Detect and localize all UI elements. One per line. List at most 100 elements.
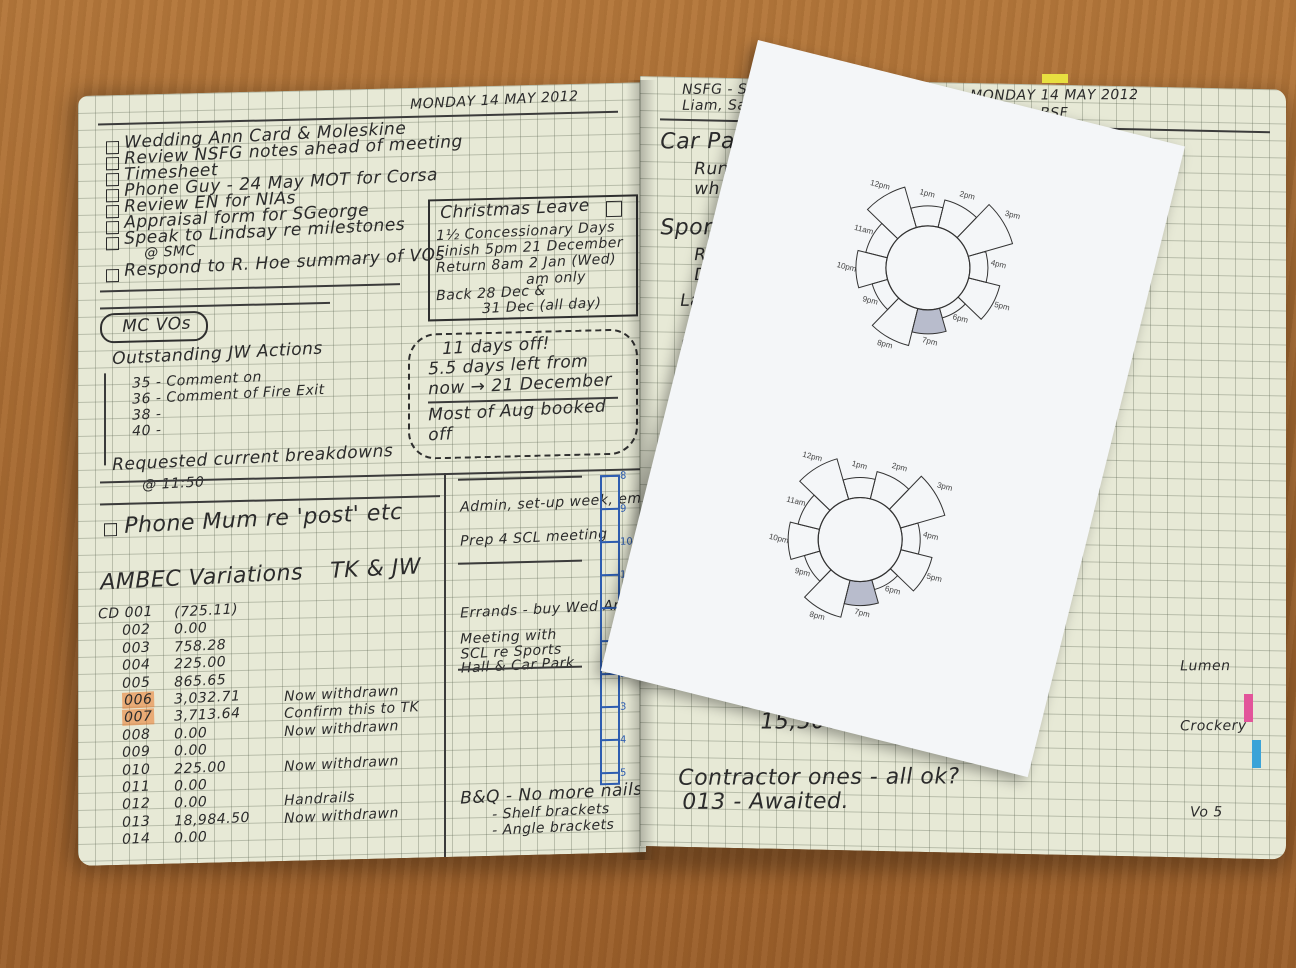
dial-label: 9pm [862, 294, 880, 307]
dial-segment [803, 550, 832, 582]
todo-rule [100, 301, 330, 310]
contractor-note: Contractor ones - all ok? [677, 764, 961, 791]
variation-note: Now withdrawn [283, 717, 400, 740]
dial-segment [842, 477, 876, 500]
awaited-note: 013 - Awaited. [681, 789, 850, 815]
left-date: MONDAY 14 MAY 2012 [409, 88, 579, 113]
sticky-tab-pink [1244, 694, 1253, 722]
page-number: Vo 5 [1189, 804, 1224, 821]
jw-action: 40 - [131, 422, 162, 440]
variation-code: 008 [121, 726, 151, 744]
variation-code: 013 [121, 813, 151, 831]
radial-chart-1: 2pm 3pm 4pm 5pm 6pm 7pm 8pm 9pm 10pm 11am 12pm 1pm [836, 178, 1022, 351]
variation-amount: 0.00 [173, 829, 208, 847]
todo-checkbox [106, 156, 119, 171]
ambec-title: AMBEC Variations [99, 560, 304, 596]
dial-label: 7pm [853, 607, 871, 620]
column-divider [444, 473, 446, 858]
ambec-who: TK & JW [329, 554, 422, 584]
todo-checkbox [106, 236, 119, 251]
variation-code: 014 [121, 830, 151, 849]
dial-label: 1pm [851, 459, 869, 472]
dial-label: 8pm [876, 338, 894, 351]
variation-amount: (725.11) [173, 601, 239, 621]
variation-amount: 225.00 [173, 758, 227, 778]
dial-label: 2pm [891, 461, 909, 474]
variation-code: 003 [121, 639, 151, 657]
variation-amount: 0.00 [173, 724, 208, 743]
schedule-rule [458, 559, 582, 565]
dial-label: 11am [853, 223, 874, 237]
christmas-checkbox [606, 200, 622, 218]
variation-amount: 3,713.64 [173, 705, 241, 726]
dial-segment [937, 199, 978, 239]
dial-label: 5pm [926, 572, 944, 585]
variation-amount: 0.00 [173, 776, 208, 795]
variation-amount: 0.00 [173, 620, 208, 639]
dial-label: 11am [786, 495, 807, 509]
printed-sheet: 2pm 3pm 4pm 5pm 6pm 7pm 8pm 9pm 10pm 11am 12pm 1pm … [600, 40, 1185, 778]
variation-code: 005 [121, 674, 151, 692]
dial-label: 3pm [936, 480, 954, 493]
dial-label: 6pm [952, 312, 970, 325]
bracket-line [104, 373, 106, 466]
left-page: MONDAY 14 MAY 2012 Wedding Ann Card & Mo… [78, 82, 646, 866]
jw-action: 38 - [131, 406, 162, 424]
variation-code: 010 [121, 761, 151, 779]
dial-label: 6pm [884, 584, 902, 597]
phone-checkbox [104, 523, 117, 537]
dial-label: 12pm [869, 178, 891, 192]
variation-amount: 865.65 [173, 671, 227, 691]
dial-label: 10pm [768, 532, 790, 546]
todo-checkbox [106, 188, 119, 203]
dial-segment [869, 471, 910, 511]
dial-label: 10pm [836, 260, 858, 274]
cloud-line: off [427, 424, 453, 446]
dial-label: 2pm [959, 189, 977, 202]
dial-label: 4pm [922, 530, 940, 543]
variation-amount: 0.00 [173, 742, 208, 760]
variation-code: CD 001 [97, 603, 154, 623]
phone-mum: Phone Mum re 'post' etc [123, 499, 403, 539]
dial-label: 7pm [921, 335, 939, 348]
dial-label: 4pm [990, 258, 1008, 271]
side-word: Crockery [1179, 717, 1247, 735]
variation-code: 006 [121, 691, 155, 709]
dial-label: 5pm [993, 300, 1011, 313]
variation-code: 012 [121, 795, 151, 814]
requested-note: Requested current breakdowns [111, 440, 394, 476]
requested-time: @ 11:50 [141, 474, 205, 494]
todo-rule [100, 283, 400, 293]
todo-checkbox [106, 220, 119, 235]
todo-checkbox [106, 140, 119, 155]
todo-checkbox [106, 172, 119, 187]
variation-note: Now withdrawn [283, 752, 400, 775]
schedule-item: Prep 4 SCL meeting [459, 526, 608, 550]
dial-label: 1pm [919, 187, 937, 200]
variation-code: 007 [121, 708, 155, 727]
dial-segment [910, 205, 944, 229]
variation-amount: 0.00 [173, 794, 208, 813]
dial-label: 3pm [1004, 209, 1022, 222]
dial-label: 12pm [802, 450, 824, 464]
mc-vos-label: MC VOs [121, 313, 192, 337]
dial-hub [817, 496, 903, 583]
sticky-tab-yellow [1042, 74, 1068, 83]
variation-code: 002 [121, 621, 151, 640]
dial-hub [885, 225, 971, 311]
sticky-tab-blue [1252, 740, 1261, 768]
variation-note: Handrails [283, 789, 356, 810]
radial-chart-2: 2pm 3pm 4pm 5pm 6pm 7pm 8pm 9pm 10pm 11am 12pm 1pm [768, 450, 954, 623]
schedule-rule [458, 475, 582, 481]
dial-segment [871, 278, 900, 311]
variation-code: 011 [121, 778, 151, 796]
variation-amount: 3,032.71 [173, 688, 241, 708]
todo-checkbox [106, 268, 119, 283]
side-word: Lumen [1179, 658, 1231, 675]
dial-label: 8pm [809, 610, 827, 623]
variation-note: Now withdrawn [283, 804, 400, 827]
variation-code: 004 [121, 656, 151, 675]
dial-label: 9pm [794, 566, 812, 579]
variation-code: 009 [121, 743, 151, 762]
variation-amount: 18,984.50 [173, 809, 251, 830]
